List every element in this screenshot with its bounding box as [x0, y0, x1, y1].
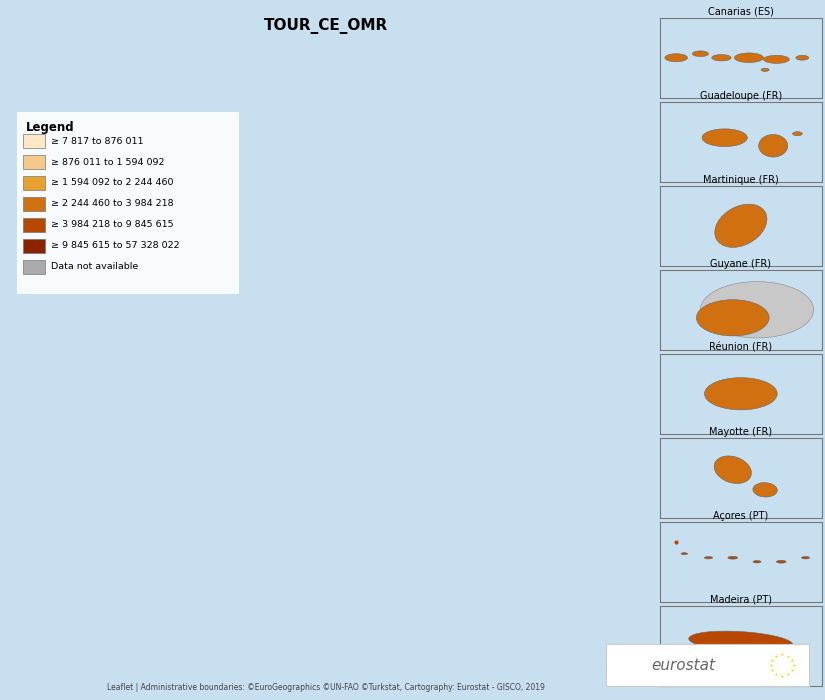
Ellipse shape [793, 132, 802, 136]
Ellipse shape [681, 553, 687, 554]
Bar [23, 239, 45, 253]
Text: Legend: Legend [26, 121, 74, 134]
Text: ≥ 3 984 218 to 9 845 615: ≥ 3 984 218 to 9 845 615 [51, 220, 173, 230]
Ellipse shape [753, 561, 761, 563]
Ellipse shape [689, 631, 793, 652]
Ellipse shape [714, 204, 767, 247]
Ellipse shape [696, 300, 769, 336]
Title: Açores (PT): Açores (PT) [714, 511, 768, 521]
Ellipse shape [714, 456, 752, 484]
Title: Martinique (FR): Martinique (FR) [703, 175, 779, 185]
Ellipse shape [763, 55, 790, 64]
Ellipse shape [776, 560, 786, 564]
Ellipse shape [702, 129, 747, 146]
Text: ≥ 9 845 615 to 57 328 022: ≥ 9 845 615 to 57 328 022 [51, 241, 180, 251]
Title: Réunion (FR): Réunion (FR) [710, 343, 772, 353]
Ellipse shape [753, 482, 777, 497]
Bar [23, 218, 45, 232]
Text: Leaflet | Administrative boundaries: ©EuroGeographics ©UN-FAO ©Turkstat, Cartogr: Leaflet | Administrative boundaries: ©Eu… [107, 682, 544, 692]
Text: ≥ 1 594 092 to 2 244 460: ≥ 1 594 092 to 2 244 460 [51, 178, 173, 188]
Ellipse shape [734, 53, 763, 62]
Bar [23, 134, 45, 148]
Title: Madeira (PT): Madeira (PT) [710, 595, 772, 605]
Ellipse shape [802, 556, 809, 559]
Title: Guyane (FR): Guyane (FR) [710, 259, 771, 269]
Bar [23, 176, 45, 190]
Ellipse shape [712, 55, 731, 61]
Ellipse shape [692, 51, 709, 57]
Bar [23, 155, 45, 169]
Text: TOUR_CE_OMR: TOUR_CE_OMR [264, 18, 388, 34]
Title: Guadeloupe (FR): Guadeloupe (FR) [700, 91, 782, 101]
Bar [23, 260, 45, 274]
Text: Data not available: Data not available [51, 262, 139, 271]
Title: Mayotte (FR): Mayotte (FR) [710, 427, 772, 437]
Ellipse shape [796, 55, 808, 60]
Title: Canarias (ES): Canarias (ES) [708, 7, 774, 17]
Text: ≥ 876 011 to 1 594 092: ≥ 876 011 to 1 594 092 [51, 158, 164, 167]
Ellipse shape [700, 281, 813, 338]
Ellipse shape [759, 134, 788, 157]
Ellipse shape [705, 378, 777, 410]
Bar [23, 197, 45, 211]
Ellipse shape [761, 68, 769, 71]
Ellipse shape [728, 556, 738, 559]
Text: ≥ 7 817 to 876 011: ≥ 7 817 to 876 011 [51, 136, 144, 146]
Text: eurostat: eurostat [651, 657, 715, 673]
Ellipse shape [665, 54, 687, 62]
Ellipse shape [705, 556, 713, 559]
Text: ≥ 2 244 460 to 3 984 218: ≥ 2 244 460 to 3 984 218 [51, 199, 173, 209]
